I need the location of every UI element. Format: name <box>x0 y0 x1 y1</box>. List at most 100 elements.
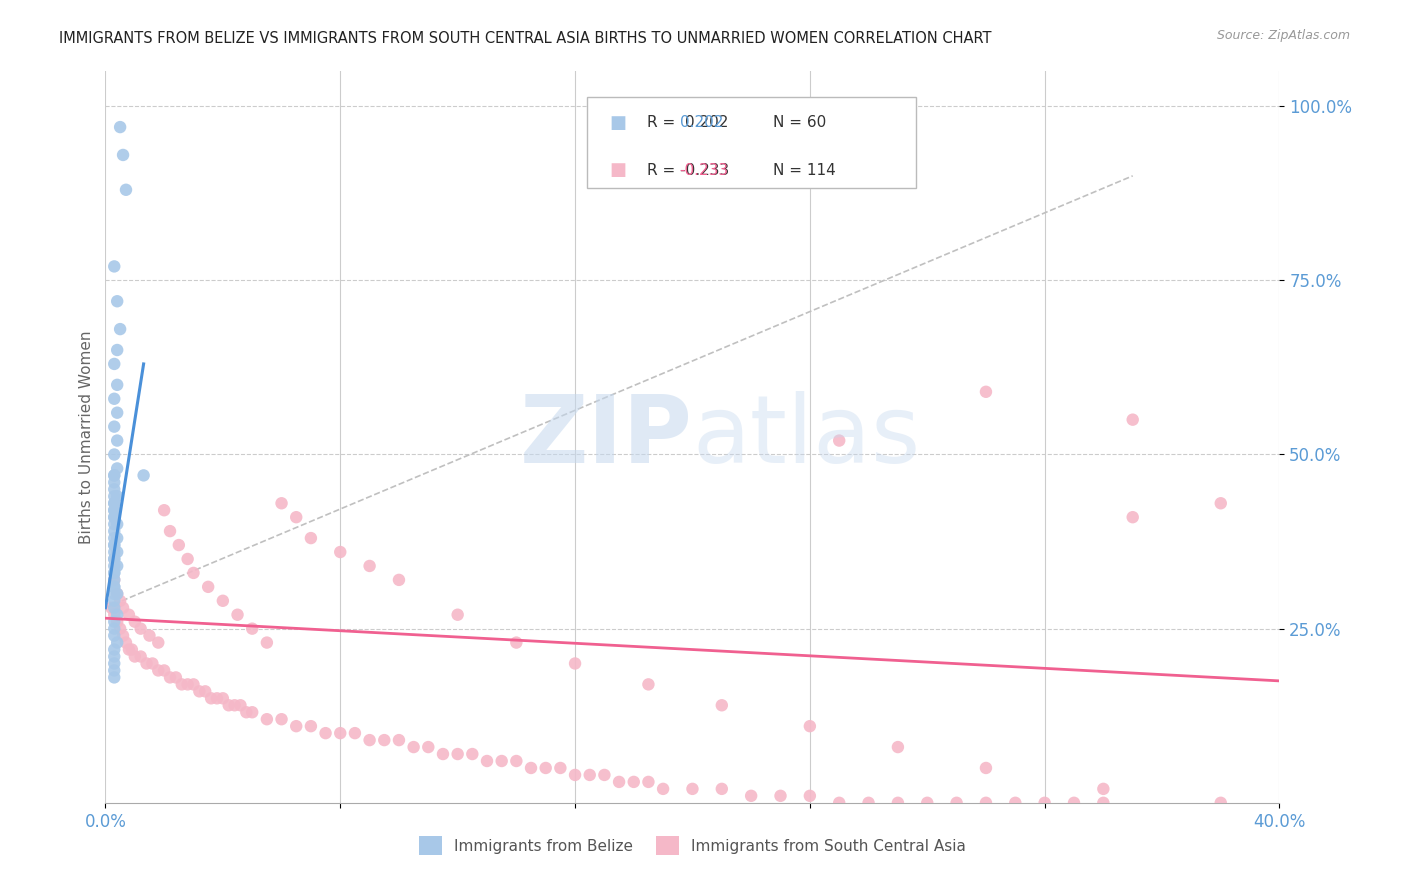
Point <box>103 642 125 657</box>
Point <box>121 642 143 657</box>
Text: R =  0.202: R = 0.202 <box>647 115 728 130</box>
Point <box>1092 796 1115 810</box>
Point <box>108 622 131 636</box>
Point <box>159 670 181 684</box>
Point <box>105 434 128 448</box>
Point <box>132 468 155 483</box>
Point <box>710 698 733 713</box>
Point <box>211 594 233 608</box>
Point <box>373 733 395 747</box>
Point <box>135 657 157 671</box>
Point <box>1033 796 1056 810</box>
Point <box>240 622 263 636</box>
Point <box>235 705 257 719</box>
Point <box>103 566 125 580</box>
Y-axis label: Births to Unmarried Women: Births to Unmarried Women <box>79 330 94 544</box>
Point <box>124 615 146 629</box>
Point <box>105 531 128 545</box>
Point <box>105 406 128 420</box>
Point <box>103 392 125 406</box>
Point <box>183 566 205 580</box>
Point <box>475 754 498 768</box>
Point <box>148 664 170 678</box>
Point <box>637 775 659 789</box>
Point <box>103 580 125 594</box>
Point <box>103 510 125 524</box>
Point <box>359 558 381 573</box>
Point <box>229 698 252 713</box>
Point <box>103 468 125 483</box>
Point <box>103 600 125 615</box>
Point <box>623 775 645 789</box>
Point <box>446 607 468 622</box>
Point <box>105 607 128 622</box>
Point <box>887 740 910 755</box>
Point <box>550 761 572 775</box>
Point <box>564 657 586 671</box>
Point <box>1004 796 1026 810</box>
Text: ■: ■ <box>609 161 626 179</box>
Point <box>103 517 125 532</box>
Point <box>740 789 762 803</box>
Point <box>103 649 125 664</box>
Point <box>315 726 337 740</box>
Point <box>112 629 135 643</box>
Text: IMMIGRANTS FROM BELIZE VS IMMIGRANTS FROM SOUTH CENTRAL ASIA BIRTHS TO UNMARRIED: IMMIGRANTS FROM BELIZE VS IMMIGRANTS FRO… <box>59 31 991 46</box>
Point <box>505 635 527 649</box>
Text: Source: ZipAtlas.com: Source: ZipAtlas.com <box>1216 29 1350 42</box>
Text: R = -0.233: R = -0.233 <box>647 162 728 178</box>
Point <box>652 781 675 796</box>
Point <box>103 357 125 371</box>
Point <box>118 642 141 657</box>
Point <box>194 684 217 698</box>
Point <box>108 322 131 336</box>
Point <box>103 260 125 274</box>
Point <box>103 503 125 517</box>
Point <box>256 712 278 726</box>
Point <box>1122 412 1144 426</box>
Point <box>593 768 616 782</box>
Point <box>945 796 967 810</box>
Point <box>200 691 222 706</box>
Point <box>103 566 125 580</box>
Point <box>103 468 125 483</box>
Point <box>105 377 128 392</box>
Point <box>461 747 484 761</box>
Point <box>359 733 381 747</box>
Point <box>105 635 128 649</box>
Point <box>578 768 600 782</box>
Text: N = 60: N = 60 <box>773 115 827 130</box>
Point <box>103 552 125 566</box>
Point <box>103 483 125 497</box>
Point <box>105 587 128 601</box>
Text: -0.233: -0.233 <box>679 162 728 178</box>
Point <box>108 120 131 134</box>
Point <box>682 781 704 796</box>
Point <box>105 615 128 629</box>
Point <box>103 615 125 629</box>
Point <box>828 434 851 448</box>
Point <box>299 531 322 545</box>
Point <box>828 796 851 810</box>
Text: N = 114: N = 114 <box>773 162 837 178</box>
Point <box>103 545 125 559</box>
Point <box>103 594 125 608</box>
Point <box>564 768 586 782</box>
Point <box>218 698 240 713</box>
Point <box>299 719 322 733</box>
Point <box>607 775 630 789</box>
Point <box>103 573 125 587</box>
Point <box>103 448 125 462</box>
Point <box>388 573 411 587</box>
Point <box>103 657 125 671</box>
Point <box>103 503 125 517</box>
Point <box>505 754 527 768</box>
Point <box>1122 510 1144 524</box>
Point <box>1209 796 1232 810</box>
Point <box>188 684 211 698</box>
Point <box>285 510 308 524</box>
Point <box>211 691 233 706</box>
Point <box>388 733 411 747</box>
Point <box>637 677 659 691</box>
Point <box>1092 781 1115 796</box>
